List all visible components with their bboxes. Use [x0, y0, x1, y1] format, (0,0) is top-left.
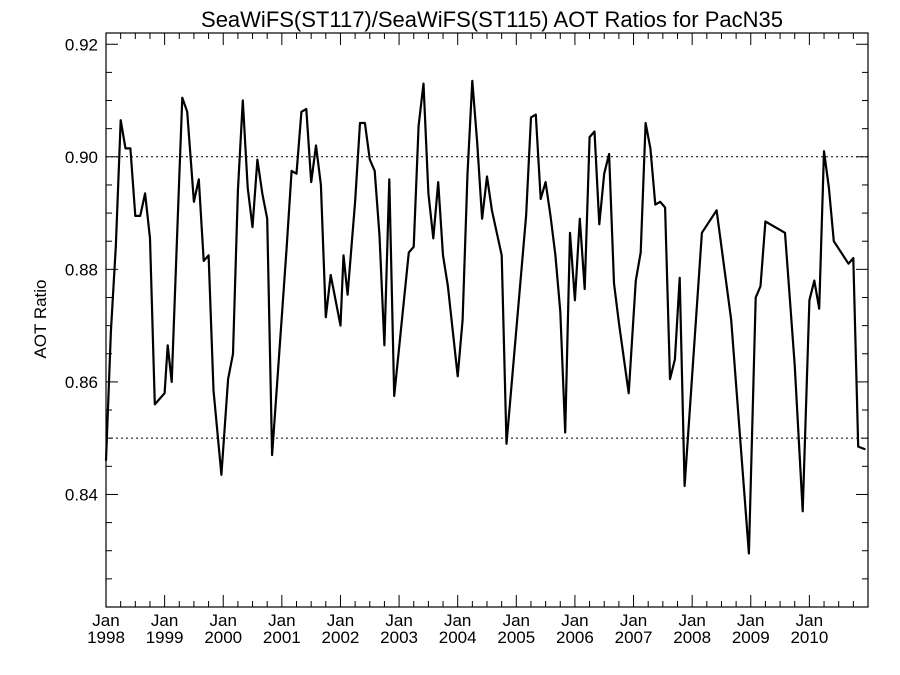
y-tick-label: 0.90 [65, 148, 98, 167]
x-tick-labels: Jan1998Jan1999Jan2000Jan2001Jan2002Jan20… [87, 611, 828, 647]
x-tick-month: Jan [678, 611, 705, 630]
x-tick-year: 2005 [497, 628, 535, 647]
aot-ratio-series-line [104, 79, 866, 555]
x-tick-year: 2009 [732, 628, 770, 647]
plot-frame [105, 32, 869, 608]
x-tick-month: Jan [444, 611, 471, 630]
x-tick-year: 2001 [263, 628, 301, 647]
x-tick-year: 2002 [322, 628, 360, 647]
x-tick-month: Jan [268, 611, 295, 630]
x-tick-month: Jan [503, 611, 530, 630]
y-tick-label: 0.84 [65, 485, 98, 504]
x-tick-month: Jan [737, 611, 764, 630]
chart-title: SeaWiFS(ST117)/SeaWiFS(ST115) AOT Ratios… [201, 7, 783, 32]
x-tick-year: 2010 [790, 628, 828, 647]
y-tick-label: 0.86 [65, 373, 98, 392]
x-tick-year: 2003 [380, 628, 418, 647]
x-tick-month: Jan [561, 611, 588, 630]
x-tick-year: 1999 [146, 628, 184, 647]
x-tick-month: Jan [796, 611, 823, 630]
y-axis-label: AOT Ratio [31, 279, 50, 358]
y-tick-label: 0.88 [65, 260, 98, 279]
series-group [104, 79, 866, 555]
x-tick-year: 2006 [556, 628, 594, 647]
x-tick-month: Jan [92, 611, 119, 630]
x-tick-year: 2008 [673, 628, 711, 647]
x-tick-month: Jan [327, 611, 354, 630]
x-tick-year: 2000 [204, 628, 242, 647]
y-tick-labels: 0.84 0.86 0.88 0.90 0.92 [65, 35, 98, 504]
x-tick-month: Jan [620, 611, 647, 630]
x-tick-year: 2004 [439, 628, 477, 647]
x-tick-year: 1998 [87, 628, 125, 647]
y-tick-label: 0.92 [65, 35, 98, 54]
x-tick-year: 2007 [615, 628, 653, 647]
x-tick-month: Jan [210, 611, 237, 630]
x-tick-month: Jan [385, 611, 412, 630]
x-tick-month: Jan [151, 611, 178, 630]
axis-ticks [105, 33, 868, 607]
